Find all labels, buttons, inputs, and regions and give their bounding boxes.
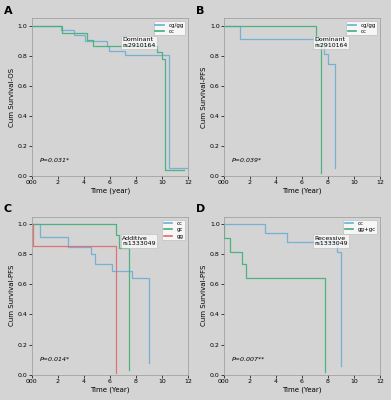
Text: B: B [196,6,204,16]
Legend: cc, gg+gc: cc, gg+gc [343,220,377,234]
Text: P=0.039*: P=0.039* [231,158,262,163]
Text: P=0.031*: P=0.031* [39,158,70,163]
Text: Dominant
rs2910164: Dominant rs2910164 [122,37,156,48]
Text: A: A [4,6,12,16]
Text: D: D [196,204,205,214]
Text: Dominant
rs2910164: Dominant rs2910164 [314,37,348,48]
Y-axis label: Cum Survival-PFS: Cum Survival-PFS [201,265,207,326]
X-axis label: Time (Year): Time (Year) [90,386,130,393]
Text: P=0.007**: P=0.007** [231,357,265,362]
Y-axis label: Cum Survival-PFS: Cum Survival-PFS [201,66,207,128]
Legend: cg/gg, cc: cg/gg, cc [154,21,185,36]
Y-axis label: Cum Survival-PFS: Cum Survival-PFS [9,265,15,326]
Text: C: C [4,204,12,214]
Legend: cc, gc, gg: cc, gc, gg [162,220,185,240]
Y-axis label: Cum Survival-OS: Cum Survival-OS [9,68,15,126]
X-axis label: Time (Year): Time (Year) [282,188,322,194]
Text: Additive
rs1333049: Additive rs1333049 [122,236,156,246]
Text: Recessive
rs1333049: Recessive rs1333049 [314,236,348,246]
X-axis label: Time (Year): Time (Year) [282,386,322,393]
Legend: cg/gg, cc: cg/gg, cc [346,21,377,36]
Text: P=0.014*: P=0.014* [39,357,70,362]
X-axis label: Time (year): Time (year) [90,188,130,194]
